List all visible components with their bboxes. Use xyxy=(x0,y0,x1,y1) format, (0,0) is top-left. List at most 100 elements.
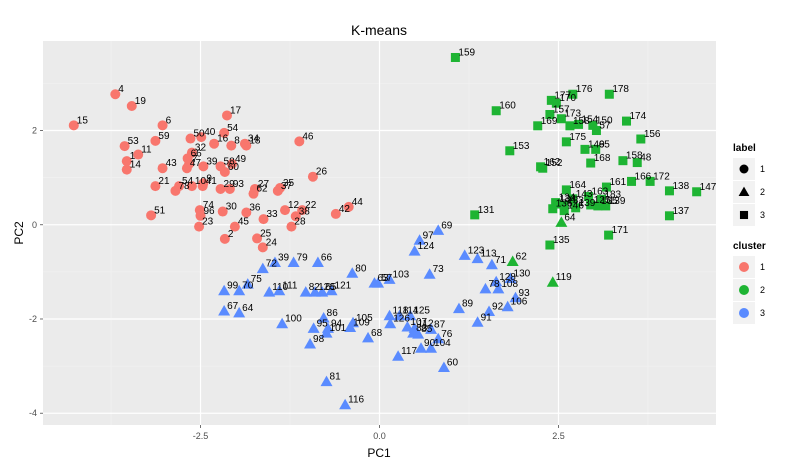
point-label: 22 xyxy=(305,200,317,211)
data-point xyxy=(276,317,289,329)
data-point xyxy=(551,98,561,108)
data-point xyxy=(533,121,543,131)
data-point xyxy=(561,137,571,147)
point-label: 76 xyxy=(441,329,453,340)
point-label: 149 xyxy=(588,139,605,150)
data-point xyxy=(343,201,354,212)
point-label: 23 xyxy=(202,217,214,228)
data-point xyxy=(551,199,561,209)
point-label: 170 xyxy=(559,93,576,104)
data-point xyxy=(393,309,406,321)
y-axis-ticks: -4 -2 0 2 xyxy=(29,126,43,418)
point-label: 65 xyxy=(599,139,611,150)
data-point xyxy=(218,284,231,296)
point-label: 51 xyxy=(154,205,166,216)
point-label: 160 xyxy=(499,101,516,112)
point-label: 90 xyxy=(424,338,436,349)
data-point xyxy=(219,127,230,138)
legend-key-marker xyxy=(738,186,750,197)
point-label: 71 xyxy=(495,255,507,266)
point-label: 79 xyxy=(297,252,309,263)
point-label: 67 xyxy=(227,301,239,312)
data-point xyxy=(555,216,568,227)
point-label: 42 xyxy=(339,204,351,215)
point-label: 176 xyxy=(576,84,593,95)
point-label: 6 xyxy=(166,115,172,126)
point-label: 95 xyxy=(317,318,329,329)
point-label: 126 xyxy=(318,282,335,293)
data-point xyxy=(452,302,465,314)
y-tick-label: -4 xyxy=(29,408,37,418)
data-point xyxy=(632,158,642,168)
point-label: 168 xyxy=(594,153,611,164)
data-point xyxy=(330,208,341,219)
point-label: 48 xyxy=(640,153,652,164)
data-point xyxy=(133,149,144,160)
point-label: 4 xyxy=(118,84,124,95)
data-point xyxy=(248,188,259,199)
data-point xyxy=(215,183,226,194)
point-label: 108 xyxy=(501,279,518,290)
data-point xyxy=(150,181,161,192)
data-point xyxy=(146,210,157,221)
y-tick-label: 0 xyxy=(32,220,37,230)
point-label: 47 xyxy=(190,158,202,169)
data-point xyxy=(126,101,137,112)
point-label: 45 xyxy=(238,217,250,228)
point-label: 87 xyxy=(434,319,446,330)
data-point xyxy=(372,277,385,288)
data-point xyxy=(591,126,601,136)
data-point xyxy=(119,141,130,152)
data-point xyxy=(339,398,352,410)
legend-cluster-text: 2 xyxy=(760,285,765,295)
x-axis-ticks: -2.5 0.0 2.5 xyxy=(193,425,565,441)
y-tick-label: -2 xyxy=(29,314,37,324)
point-label: 124 xyxy=(559,193,576,204)
data-point xyxy=(692,187,702,197)
point-label: 59 xyxy=(158,131,170,142)
point-label: 24 xyxy=(266,237,278,248)
data-point xyxy=(538,163,548,173)
point-label: 177 xyxy=(554,90,571,101)
point-label: 7 xyxy=(192,154,198,165)
x-tick-label: 0.0 xyxy=(373,431,386,441)
data-point xyxy=(252,233,263,244)
data-point xyxy=(627,176,637,186)
data-point xyxy=(307,171,318,182)
point-label: 126 xyxy=(393,314,410,325)
data-point xyxy=(297,205,308,216)
point-label: 34 xyxy=(248,134,260,145)
data-point xyxy=(263,286,276,297)
point-label: 103 xyxy=(393,269,410,280)
legend-label: label 1 2 3 xyxy=(733,143,765,226)
data-point xyxy=(559,206,569,216)
data-point xyxy=(272,185,283,196)
data-point xyxy=(268,256,281,267)
point-label: 113 xyxy=(481,249,497,260)
data-point xyxy=(150,135,161,146)
point-label: 111 xyxy=(282,281,298,292)
data-point xyxy=(383,309,396,321)
point-label: 101 xyxy=(330,323,347,334)
x-tick-label: 2.5 xyxy=(552,431,565,441)
point-label: 93 xyxy=(233,179,245,190)
point-label: 43 xyxy=(166,158,178,169)
data-point xyxy=(593,201,603,211)
point-label: 124 xyxy=(418,241,435,252)
data-point xyxy=(258,214,269,225)
point-label: 80 xyxy=(355,263,367,274)
data-point xyxy=(227,158,238,169)
data-point xyxy=(588,120,598,130)
data-point xyxy=(186,181,197,192)
data-point xyxy=(294,136,305,147)
point-label: 173 xyxy=(564,109,581,120)
data-point xyxy=(219,233,230,244)
legend-key-marker xyxy=(739,164,749,174)
point-label: 175 xyxy=(569,132,586,143)
data-point xyxy=(299,286,312,297)
data-point xyxy=(491,106,501,116)
legend-key-marker xyxy=(739,262,749,272)
data-point xyxy=(185,133,196,144)
data-point xyxy=(68,120,79,131)
data-point xyxy=(645,176,655,186)
